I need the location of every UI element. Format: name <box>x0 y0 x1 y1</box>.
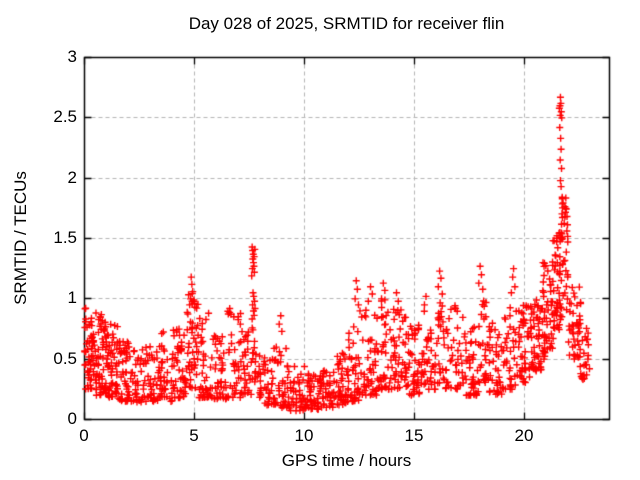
y-tick-label-2p5: 2.5 <box>53 107 77 126</box>
y-tick-label-0: 0 <box>67 409 77 428</box>
x-tick-label-5: 5 <box>189 426 199 445</box>
x-tick-label-20: 20 <box>514 426 534 445</box>
x-tick-label-15: 15 <box>404 426 424 445</box>
y-tick-label-1p5: 1.5 <box>53 228 77 247</box>
y-tick-label-3: 3 <box>67 47 77 66</box>
y-tick-label-0p5: 0.5 <box>53 349 77 368</box>
y-tick-label-2: 2 <box>67 168 77 187</box>
x-tick-label-0: 0 <box>79 426 89 445</box>
x-tick-label-10: 10 <box>294 426 314 445</box>
x-axis-label: GPS time / hours <box>281 451 412 470</box>
chart-title: Day 028 of 2025, SRMTID for receiver fli… <box>188 14 505 33</box>
y-tick-label-1: 1 <box>67 288 77 307</box>
